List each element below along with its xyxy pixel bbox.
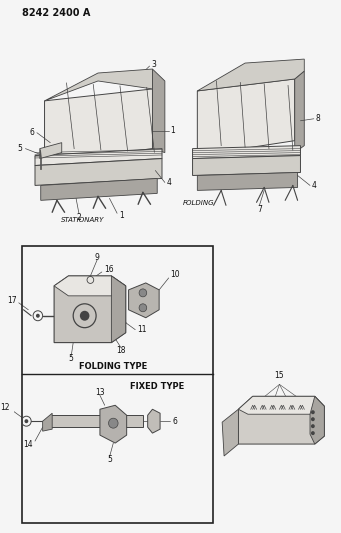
Polygon shape bbox=[193, 156, 300, 175]
Text: FOLDING: FOLDING bbox=[183, 200, 214, 206]
Text: 6: 6 bbox=[173, 417, 177, 426]
Polygon shape bbox=[100, 405, 127, 443]
Text: 14: 14 bbox=[24, 440, 33, 449]
Polygon shape bbox=[193, 146, 300, 158]
Text: 7: 7 bbox=[257, 205, 262, 214]
Polygon shape bbox=[35, 158, 162, 185]
Text: 6: 6 bbox=[29, 128, 34, 137]
Text: 5: 5 bbox=[107, 456, 112, 464]
Text: 1: 1 bbox=[119, 211, 124, 220]
Text: 4: 4 bbox=[167, 178, 172, 187]
Polygon shape bbox=[41, 179, 157, 200]
Text: FIXED TYPE: FIXED TYPE bbox=[130, 382, 184, 391]
Circle shape bbox=[139, 289, 147, 297]
Text: 2: 2 bbox=[76, 213, 81, 222]
Circle shape bbox=[108, 418, 118, 428]
Circle shape bbox=[311, 410, 315, 414]
Text: 12: 12 bbox=[1, 403, 10, 412]
Polygon shape bbox=[310, 397, 324, 444]
Circle shape bbox=[311, 424, 315, 428]
Polygon shape bbox=[238, 397, 324, 444]
Text: 15: 15 bbox=[275, 372, 284, 381]
Text: 18: 18 bbox=[116, 346, 126, 355]
Polygon shape bbox=[112, 276, 126, 343]
Text: 8242 2400 A: 8242 2400 A bbox=[21, 9, 90, 18]
Polygon shape bbox=[35, 149, 162, 166]
Polygon shape bbox=[54, 276, 126, 343]
Polygon shape bbox=[45, 69, 152, 101]
Polygon shape bbox=[197, 59, 304, 91]
Text: 4: 4 bbox=[312, 181, 317, 190]
Circle shape bbox=[139, 304, 147, 312]
Polygon shape bbox=[222, 409, 238, 456]
Text: 17: 17 bbox=[7, 296, 17, 305]
Polygon shape bbox=[238, 397, 324, 414]
Bar bbox=[21, 246, 212, 523]
Text: 3: 3 bbox=[151, 60, 157, 69]
Text: 10: 10 bbox=[170, 270, 180, 279]
Polygon shape bbox=[197, 79, 295, 156]
Circle shape bbox=[311, 431, 315, 435]
Polygon shape bbox=[129, 283, 159, 318]
Polygon shape bbox=[43, 413, 52, 431]
Polygon shape bbox=[54, 276, 126, 296]
Text: 5: 5 bbox=[69, 354, 74, 363]
Polygon shape bbox=[45, 89, 152, 163]
Polygon shape bbox=[295, 71, 304, 152]
Text: 13: 13 bbox=[95, 388, 105, 397]
Text: 5: 5 bbox=[18, 144, 23, 153]
Text: STATIONARY: STATIONARY bbox=[61, 217, 104, 223]
Polygon shape bbox=[148, 409, 160, 433]
Text: FOLDING TYPE: FOLDING TYPE bbox=[79, 362, 147, 372]
Text: 8: 8 bbox=[316, 114, 321, 123]
Text: 16: 16 bbox=[104, 265, 113, 274]
Polygon shape bbox=[152, 69, 165, 152]
Circle shape bbox=[311, 417, 315, 421]
Polygon shape bbox=[50, 415, 143, 427]
Circle shape bbox=[36, 314, 40, 318]
Text: 1: 1 bbox=[170, 126, 175, 135]
Circle shape bbox=[25, 419, 28, 423]
Polygon shape bbox=[197, 173, 298, 190]
Circle shape bbox=[80, 311, 89, 321]
Polygon shape bbox=[40, 143, 62, 158]
Text: 9: 9 bbox=[95, 253, 100, 262]
Polygon shape bbox=[40, 149, 41, 168]
Text: 11: 11 bbox=[137, 325, 147, 334]
